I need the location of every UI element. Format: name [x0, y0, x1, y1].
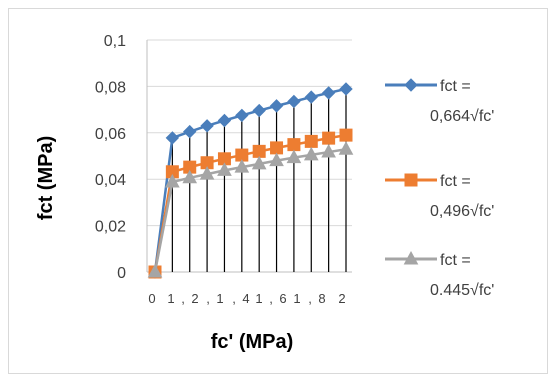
legend-marker — [404, 78, 418, 92]
legend: fct = 0,664√fc' fct = 0,496√fc' fct = 0.445√f… — [385, 78, 494, 299]
legend-label: 0,496√fc' — [430, 203, 494, 220]
data-point — [287, 138, 301, 152]
legend-marker — [403, 250, 419, 265]
y-tick-label: 0,08 — [95, 79, 126, 96]
data-point — [199, 166, 215, 180]
x-tick-label: 1 — [293, 291, 302, 306]
data-point — [322, 131, 336, 145]
x-tick-label: 8 — [318, 291, 327, 306]
data-point — [235, 108, 249, 123]
data-point — [269, 99, 284, 113]
axes — [146, 40, 352, 273]
drop-lines — [171, 88, 347, 272]
x-tick-label: 1 — [216, 291, 225, 306]
y-tick-label: 0,02 — [95, 219, 126, 236]
data-point — [286, 149, 302, 164]
legend-label: fct = — [440, 252, 471, 269]
data-point — [165, 131, 180, 145]
legend-label: 0.445√fc' — [430, 282, 494, 299]
x-tick-label: 1 — [255, 291, 264, 306]
legend-marker — [404, 173, 418, 187]
data-point — [182, 169, 198, 184]
y-tick-label: 0,04 — [95, 172, 126, 189]
x-tick-label: , — [206, 291, 212, 306]
y-axis-title: fct (MPa) — [35, 136, 57, 220]
data-point — [270, 141, 284, 155]
data-point — [304, 90, 318, 104]
chart-frame — [8, 8, 548, 374]
x-tick-label: , — [269, 291, 275, 306]
data-point — [252, 103, 266, 118]
data-point — [183, 124, 197, 139]
data-point — [339, 128, 353, 142]
data-point — [339, 82, 353, 96]
x-axis-title: fc' (MPa) — [211, 331, 294, 353]
x-tick-label: 1 — [167, 291, 176, 306]
data-point — [269, 152, 284, 167]
x-tick-label: 6 — [279, 291, 288, 306]
data-point — [303, 146, 319, 161]
data-point — [252, 144, 266, 158]
series-layer — [147, 82, 354, 279]
x-tick-label: , — [308, 291, 314, 306]
x-tick-label: 2 — [338, 291, 347, 306]
legend-label: 0,664√fc' — [430, 108, 494, 125]
grid-lines — [147, 39, 352, 227]
y-tick-labels: 0 0,02 0,04 0,06 0,08 0,1 — [95, 33, 126, 282]
y-tick-label: 0 — [117, 265, 126, 282]
data-point — [251, 155, 267, 170]
x-tick-label: 0 — [148, 291, 157, 306]
data-point — [147, 263, 163, 278]
y-tick-label: 0,1 — [104, 33, 126, 50]
data-point — [234, 159, 250, 173]
data-point — [165, 173, 180, 188]
x-tick-label: , — [181, 291, 187, 306]
x-tick-label: 4 — [242, 291, 251, 306]
data-point — [321, 86, 336, 100]
data-point — [217, 113, 232, 128]
series-line-2 — [153, 133, 347, 273]
data-point — [287, 94, 301, 109]
x-tick-label: 2 — [191, 291, 200, 306]
x-tick-label: , — [232, 291, 238, 306]
legend-label: fct = — [440, 78, 471, 95]
y-tick-label: 0,06 — [95, 126, 126, 143]
legend-label: fct = — [440, 173, 471, 190]
data-point — [338, 141, 354, 155]
data-point — [304, 134, 318, 148]
data-point — [217, 162, 232, 176]
data-point — [321, 144, 336, 158]
data-point — [200, 119, 214, 133]
